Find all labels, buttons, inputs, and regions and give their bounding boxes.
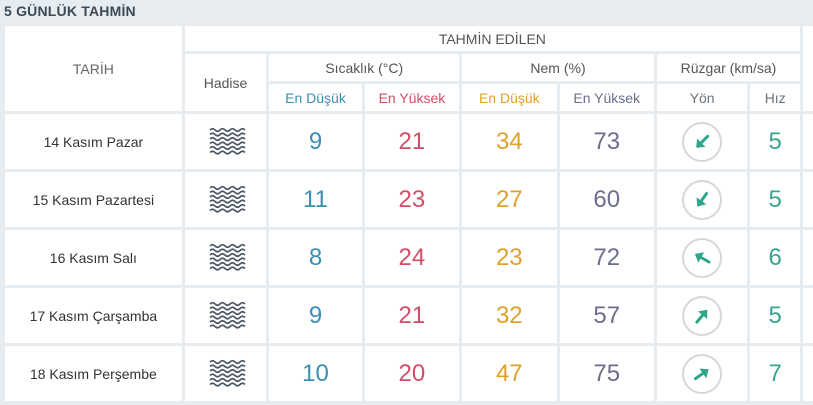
wind-speed: 7 — [750, 346, 801, 401]
header-speed: Hız — [750, 84, 801, 111]
wind-direction-icon — [682, 121, 723, 162]
temp-low: 9 — [269, 288, 362, 343]
fog-icon — [185, 243, 267, 273]
wind-speed: 5 — [750, 114, 801, 169]
wind-speed: 5 — [750, 288, 801, 343]
header-temp-low: En Düşük — [269, 84, 362, 111]
table-row: 16 Kasım Salı 8 24 23 72 6 — [5, 230, 813, 285]
temp-low: 10 — [269, 346, 362, 401]
wind-direction-icon — [682, 179, 723, 220]
temp-high: 23 — [364, 172, 460, 227]
table-row: 18 Kasım Perşembe 10 20 47 75 7 — [5, 346, 813, 401]
wind-direction-icon — [682, 353, 723, 394]
header-hum-high: En Yüksek — [559, 84, 654, 111]
table-row: 15 Kasım Pazartesi 11 23 27 60 5 — [5, 172, 813, 227]
temp-high: 21 — [364, 114, 460, 169]
header-hum-low: En Düşük — [462, 84, 557, 111]
wind-speed: 5 — [750, 172, 801, 227]
header-date: TARİH — [5, 26, 182, 111]
date-cell: 18 Kasım Perşembe — [5, 346, 182, 401]
date-cell: 15 Kasım Pazartesi — [5, 172, 182, 227]
date-cell: 16 Kasım Salı — [5, 230, 182, 285]
wind-speed: 6 — [750, 230, 801, 285]
temp-low: 11 — [269, 172, 362, 227]
temp-high: 20 — [364, 346, 460, 401]
table-row: 14 Kasım Pazar 9 21 34 73 5 — [5, 114, 813, 169]
header-temp-high: En Yüksek — [364, 84, 460, 111]
forecast-table: TARİH TAHMİN EDİLEN Hadise Sıcaklık (°C)… — [2, 23, 813, 404]
humidity-low: 32 — [462, 288, 557, 343]
wind-direction-icon — [682, 295, 723, 336]
table-row: 17 Kasım Çarşamba 9 21 32 57 5 — [5, 288, 813, 343]
humidity-high: 60 — [559, 172, 654, 227]
section-title: 5 GÜNLÜK TAHMİN — [4, 3, 136, 19]
temp-high: 24 — [364, 230, 460, 285]
humidity-high: 57 — [559, 288, 654, 343]
wind-direction-icon — [682, 237, 723, 278]
fog-icon — [185, 359, 267, 389]
humidity-low: 34 — [462, 114, 557, 169]
humidity-low: 27 — [462, 172, 557, 227]
temp-high: 21 — [364, 288, 460, 343]
date-cell: 14 Kasım Pazar — [5, 114, 182, 169]
header-forecast: TAHMİN EDİLEN — [184, 26, 801, 51]
fog-icon — [185, 301, 267, 331]
humidity-high: 75 — [559, 346, 654, 401]
fog-icon — [185, 185, 267, 215]
header-humidity: Nem (%) — [462, 54, 654, 81]
humidity-low: 47 — [462, 346, 557, 401]
temp-low: 8 — [269, 230, 362, 285]
header-direction: Yön — [656, 84, 748, 111]
header-temp: Sıcaklık (°C) — [269, 54, 460, 81]
humidity-low: 23 — [462, 230, 557, 285]
header-wind: Rüzgar (km/sa) — [656, 54, 801, 81]
humidity-high: 72 — [559, 230, 654, 285]
temp-low: 9 — [269, 114, 362, 169]
date-cell: 17 Kasım Çarşamba — [5, 288, 182, 343]
humidity-high: 73 — [559, 114, 654, 169]
fog-icon — [185, 127, 267, 157]
header-event: Hadise — [184, 54, 267, 111]
